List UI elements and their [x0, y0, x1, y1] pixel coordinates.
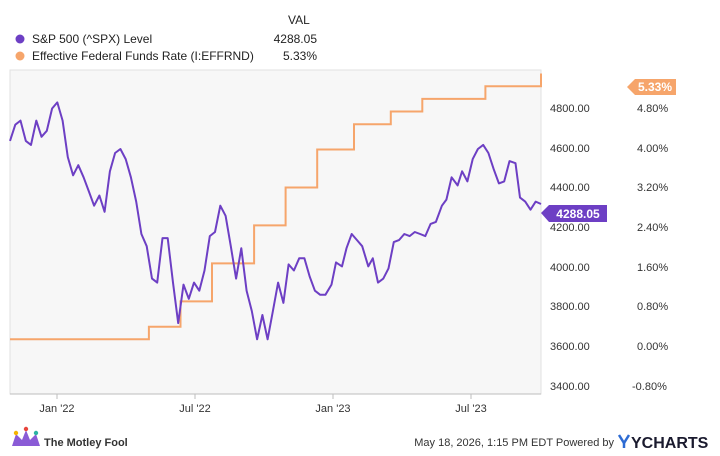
x-tick-label: Jan '22 — [39, 403, 74, 415]
y-left-tick-label: 3800.00 — [550, 301, 590, 313]
y-left-tick-label: 3400.00 — [550, 381, 590, 393]
val-header: VAL — [288, 13, 310, 27]
legend-label-spx: S&P 500 (^SPX) Level — [32, 32, 152, 46]
end-label-rate-bg — [627, 79, 676, 95]
y-left-axis: 3400.00 3600.00 3800.00 4000.00 4200.00 … — [550, 103, 590, 393]
y-left-tick-label: 4400.00 — [550, 182, 590, 194]
footer-timestamp: May 18, 2026, 1:15 PM EDT Powered by — [414, 437, 614, 449]
ycharts-logo[interactable]: YCHARTS — [617, 434, 709, 452]
legend-label-rate: Effective Federal Funds Rate (I:EFFRND) — [32, 49, 254, 63]
motley-fool-logo[interactable]: The Motley Fool — [12, 426, 128, 449]
ycharts-wordmark: YCHARTS — [631, 435, 709, 452]
end-label-spx-text: 4288.05 — [556, 207, 600, 221]
y-left-tick-label: 4800.00 — [550, 103, 590, 115]
motley-fool-wordmark: The Motley Fool — [44, 437, 128, 449]
legend-marker-spx — [15, 34, 25, 44]
x-tick-label: Jan '23 — [315, 403, 350, 415]
legend-marker-rate — [15, 51, 25, 61]
y-left-tick-label: 4200.00 — [550, 222, 590, 234]
y-right-axis: -0.80% 0.00% 0.80% 1.60% 2.40% 3.20% 4.0… — [632, 103, 668, 393]
series-line-spx — [9, 101, 542, 341]
y-right-tick-label: 0.80% — [637, 301, 668, 313]
y-right-tick-label: -0.80% — [632, 381, 667, 393]
end-label-rate-text: 5.33% — [638, 80, 672, 94]
plot-area — [9, 69, 542, 395]
y-right-tick-label: 3.20% — [637, 182, 668, 194]
jester-hat-icon — [12, 426, 40, 446]
legend-item-rate[interactable]: Effective Federal Funds Rate (I:EFFRND) … — [15, 49, 318, 63]
series-line-rate — [10, 73, 542, 341]
y-right-tick-label: 2.40% — [637, 222, 668, 234]
x-tick-label: Jul '22 — [179, 403, 210, 415]
y-left-tick-label: 3600.00 — [550, 341, 590, 353]
y-right-tick-label: 4.80% — [637, 103, 668, 115]
y-right-tick-label: 0.00% — [637, 341, 668, 353]
x-tick-label: Jul '23 — [455, 403, 486, 415]
legend-item-spx[interactable]: S&P 500 (^SPX) Level 4288.05 — [15, 32, 318, 46]
legend-value-rate: 5.33% — [283, 49, 317, 63]
end-label-rate: 5.33% — [627, 79, 676, 95]
end-label-spx: 4288.05 — [541, 205, 607, 222]
y-right-tick-label: 1.60% — [637, 262, 668, 274]
y-right-tick-label: 4.00% — [637, 143, 668, 155]
y-left-tick-label: 4000.00 — [550, 262, 590, 274]
x-tick-marks — [56, 394, 472, 399]
ycharts-y-icon — [617, 434, 631, 448]
legend-value-spx: 4288.05 — [274, 32, 318, 46]
end-label-spx-bg — [541, 205, 607, 222]
y-left-tick-label: 4600.00 — [550, 143, 590, 155]
